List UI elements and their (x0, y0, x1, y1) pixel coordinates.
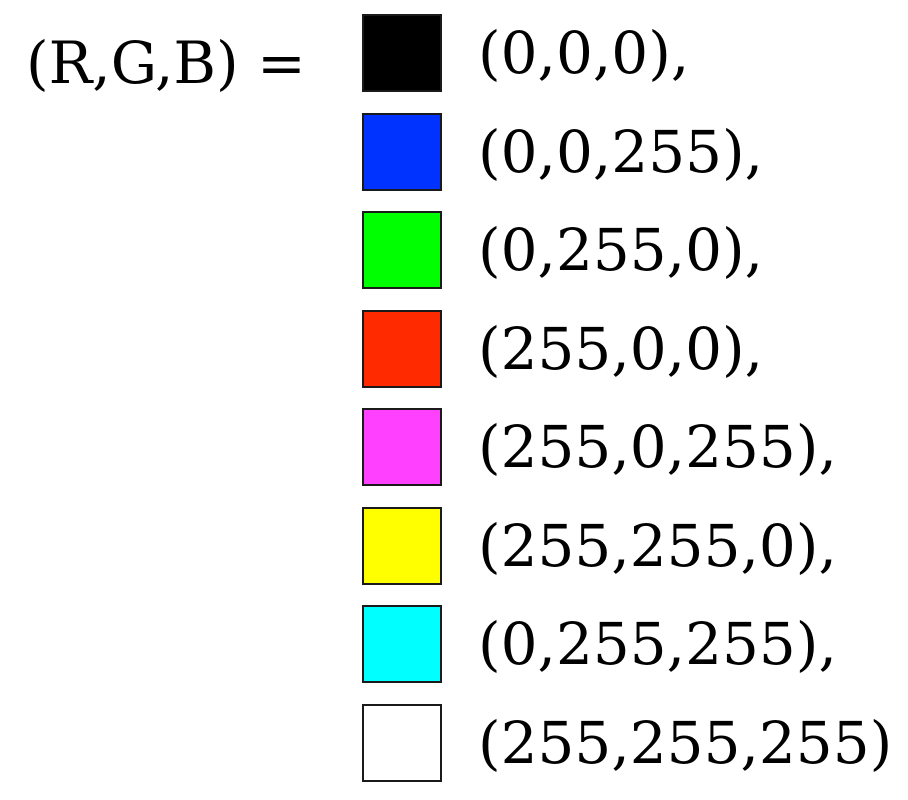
swatch-row-red: (255,0,0), (362, 308, 902, 390)
rgb-value-white: (255,255,255) (478, 708, 893, 777)
rgb-value-blue: (0,0,255), (478, 117, 764, 186)
swatch-yellow (362, 506, 442, 585)
swatch-red (362, 309, 442, 388)
swatch-blue (362, 112, 442, 191)
swatch-row-blue: (0,0,255), (362, 111, 902, 193)
rgb-value-cyan: (0,255,255), (478, 610, 837, 678)
equation-lhs: (R,G,B) = (26, 29, 306, 97)
swatch-black (362, 14, 442, 92)
swatch-row-magenta: (255,0,255), (362, 406, 902, 488)
swatch-row-green: (0,255,0), (362, 209, 902, 291)
swatch-row-white: (255,255,255) (362, 702, 902, 784)
swatch-cyan (362, 605, 442, 683)
rgb-value-black: (0,0,0), (478, 19, 690, 87)
swatch-green (362, 211, 442, 289)
swatch-row-cyan: (0,255,255), (362, 603, 902, 685)
swatch-row-black: (0,0,0), (362, 12, 902, 94)
rgb-value-red: (255,0,0), (478, 314, 764, 383)
rgb-value-yellow: (255,255,0), (478, 511, 837, 580)
swatch-white (362, 703, 442, 782)
rgb-value-green: (0,255,0), (478, 216, 764, 284)
rgb-value-magenta: (255,0,255), (478, 413, 837, 481)
swatch-row-yellow: (255,255,0), (362, 505, 902, 587)
color-swatch-list: (0,0,0), (0,0,255), (0,255,0), (255,0,0)… (362, 12, 902, 800)
swatch-magenta (362, 408, 442, 486)
